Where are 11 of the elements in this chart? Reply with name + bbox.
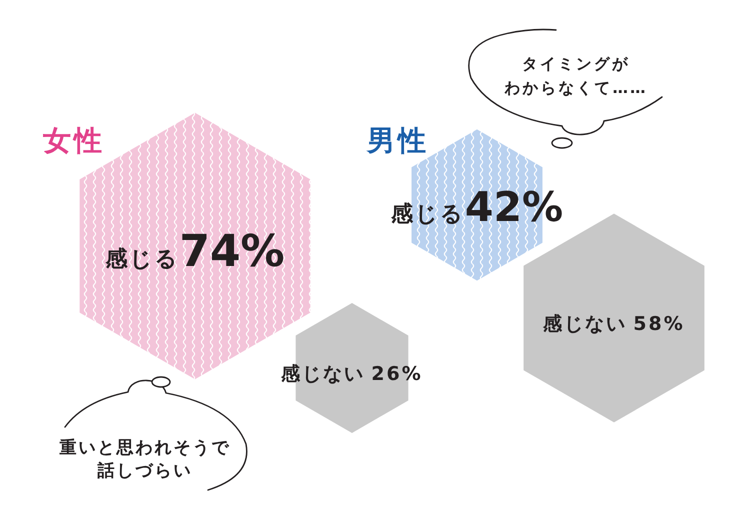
data-label: 58% — [633, 313, 685, 335]
data-label: 74% — [179, 226, 285, 277]
category-label: 感じる — [104, 247, 180, 272]
text: タイミングがわからなくて…… — [504, 55, 648, 97]
text: 男性 — [366, 124, 429, 157]
data-label: 42% — [464, 183, 564, 231]
category-label: 感じる — [390, 202, 465, 227]
category-label: 感じない — [280, 363, 366, 385]
text: 女性 — [42, 124, 105, 157]
category-label: 感じない — [542, 313, 628, 335]
data-label: 26% — [371, 363, 423, 385]
